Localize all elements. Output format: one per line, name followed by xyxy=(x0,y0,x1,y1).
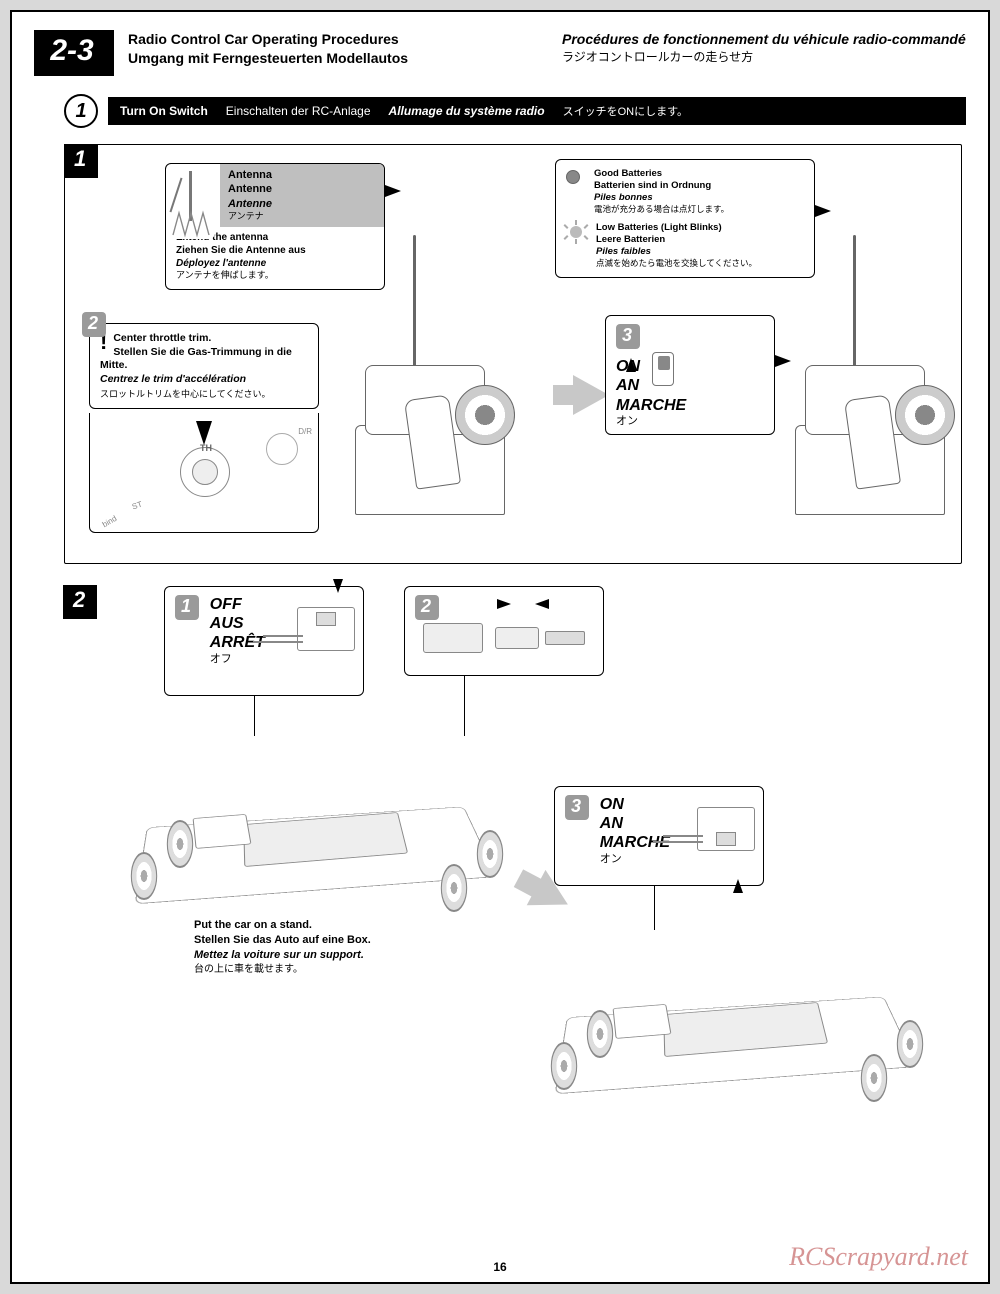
step-title-bar: Turn On Switch Einschalten der RC-Anlage… xyxy=(108,97,966,125)
trim-callout: 2 ! Center throttle trim. Stellen Sie di… xyxy=(89,323,319,409)
step-header: 1 Turn On Switch Einschalten der RC-Anla… xyxy=(64,94,966,128)
manual-page: 2-3 Radio Control Car Operating Procedur… xyxy=(10,10,990,1284)
on-en: ON xyxy=(616,357,686,376)
section-number: 2-3 xyxy=(34,30,114,76)
watermark: RCScrapyard.net xyxy=(789,1242,968,1272)
title-en: Radio Control Car Operating Procedures xyxy=(128,30,532,49)
stand-de: Stellen Sie das Auto auf eine Box. xyxy=(194,933,371,948)
section-header: 2-3 Radio Control Car Operating Procedur… xyxy=(34,30,966,76)
panel-2: 2 1 OFF AUS ARRÊT オフ 2 xyxy=(64,586,966,1086)
low-batt-fr: Piles faibles xyxy=(596,246,757,258)
page-number: 16 xyxy=(493,1260,506,1274)
good-batt-fr: Piles bonnes xyxy=(594,192,729,204)
good-batt-en: Good Batteries xyxy=(594,168,729,180)
p2-on-en: ON xyxy=(600,795,670,814)
step-de: Einschalten der RC-Anlage xyxy=(226,104,371,118)
antenna-inset xyxy=(169,169,215,239)
led-blink-icon xyxy=(566,222,586,242)
on-labels: ON AN MARCHE オン xyxy=(616,357,686,428)
on-de: AN xyxy=(616,376,686,395)
trim-fr: Centrez le trim d'accélération xyxy=(100,373,308,387)
led-solid-icon xyxy=(566,170,580,184)
step-jp: スイッチをONにします。 xyxy=(563,103,688,119)
off-callout: 1 OFF AUS ARRÊT オフ xyxy=(164,586,364,696)
section-titles: Radio Control Car Operating Procedures P… xyxy=(128,30,966,68)
stand-fr: Mettez la voiture sur un support. xyxy=(194,948,371,963)
battery-pointer xyxy=(815,205,831,217)
p2-substep-1-badge: 1 xyxy=(175,595,199,620)
antenna-jp: アンテナ xyxy=(228,211,376,223)
off-labels: OFF AUS ARRÊT オフ xyxy=(210,595,265,666)
good-batt-de: Batterien sind in Ordnung xyxy=(594,180,729,192)
chassis-left xyxy=(124,696,504,906)
antenna-en: Antenna xyxy=(228,168,376,182)
on-jp: オン xyxy=(616,415,686,428)
trim-jp: スロットルトリムを中心にしてください。 xyxy=(100,389,308,401)
panel-1-tab: 1 xyxy=(64,144,98,178)
stand-en: Put the car on a stand. xyxy=(194,918,371,933)
p2-substep-3-badge: 3 xyxy=(565,795,589,820)
antenna-label-box: Antenna Antenne Antenne アンテナ xyxy=(220,164,384,227)
substep-3-badge: 3 xyxy=(616,324,640,349)
panel-1: 1 1 Antenna Antenne Antenne アンテナ Extend … xyxy=(64,144,962,564)
connector-callout: 2 xyxy=(404,586,604,676)
p2-on-de: AN xyxy=(600,814,670,833)
conn-arrow-left-icon xyxy=(497,599,511,609)
p2-on-jp: オン xyxy=(600,853,670,866)
panel-2-tab: 2 xyxy=(63,585,97,619)
good-batt-jp: 電池が充分ある場合は点灯します。 xyxy=(594,204,729,215)
trim-inset: bind ST TH D/R xyxy=(89,413,319,533)
step-fr: Allumage du système radio xyxy=(389,104,545,118)
p2-on-labels: ON AN MARCHE オン xyxy=(600,795,670,866)
stand-note: Put the car on a stand. Stellen Sie das … xyxy=(194,918,371,976)
on-fr: MARCHE xyxy=(616,396,686,415)
off-en: OFF xyxy=(210,595,265,614)
antenna-fr: Antenne xyxy=(228,197,376,211)
p2-on-callout: 3 ON AN MARCHE オン xyxy=(554,786,764,886)
antenna-de: Antenne xyxy=(228,182,376,196)
antenna-pointer xyxy=(385,185,401,197)
low-batt-jp: 点滅を始めたら電池を交換してください。 xyxy=(596,258,757,269)
stand-jp: 台の上に車を載せます。 xyxy=(194,963,371,977)
off-jp: オフ xyxy=(210,653,265,666)
transmitter-left xyxy=(325,235,525,515)
low-batt-de: Leere Batterien xyxy=(596,234,757,246)
substep-2-badge: 2 xyxy=(82,312,106,337)
step-en: Turn On Switch xyxy=(120,104,208,118)
off-de: AUS xyxy=(210,614,265,633)
on-callout: 3 .switch-inset::after{top:3px;} ON AN M… xyxy=(605,315,775,435)
title-de: Umgang mit Ferngesteuerten Modellautos xyxy=(128,49,532,68)
title-fr: Procédures de fonctionnement du véhicule… xyxy=(562,30,966,49)
low-batt-en: Low Batteries (Light Blinks) xyxy=(596,222,757,234)
arrow-right-icon xyxy=(573,375,609,415)
trim-en: Center throttle trim. xyxy=(100,332,308,346)
step-circle-number: 1 xyxy=(64,94,98,128)
off-arrow-icon xyxy=(333,579,343,593)
trim-de: Stellen Sie die Gas-Trimmung in die Mitt… xyxy=(100,346,308,373)
transmitter-right xyxy=(765,235,965,515)
chassis-right xyxy=(544,886,924,1096)
title-jp: ラジオコントロールカーの走らせ方 xyxy=(562,49,966,68)
conn-arrow-right-icon xyxy=(535,599,549,609)
p2-substep-2-badge: 2 xyxy=(415,595,439,620)
